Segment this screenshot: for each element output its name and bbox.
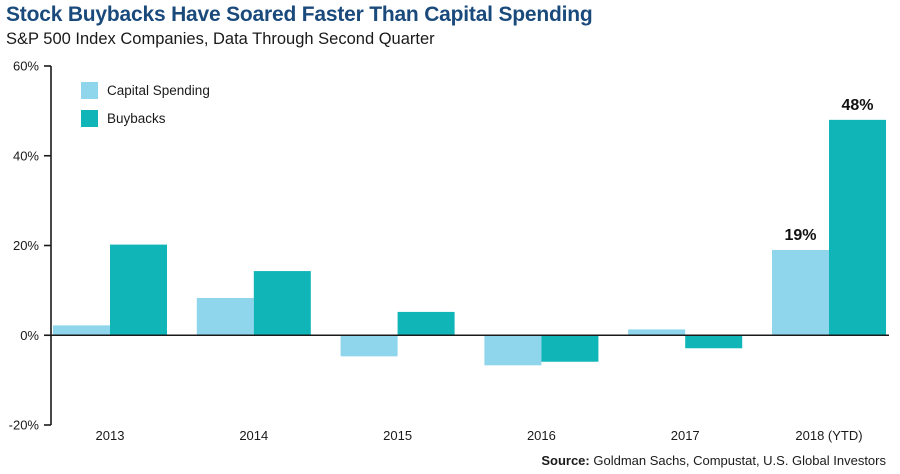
bar-buybacks-2013 <box>110 244 167 336</box>
bar-buybacks-2018-ytd <box>829 119 886 336</box>
bar-capital-spending-2018-ytd <box>772 249 829 336</box>
bar-buybacks-2015 <box>397 311 455 336</box>
labels-group: 2013 2014 2015 2016 2017 2018 (YTD) 19% 48% -20%… <box>9 59 874 444</box>
source-label: Source: <box>541 453 590 468</box>
legend-swatch-buybacks <box>81 109 98 127</box>
source-note: Source: Goldman Sachs, Compustat, U.S. G… <box>541 453 886 468</box>
x-tick-label: 2014 <box>239 428 268 443</box>
data-label: 48% <box>841 97 873 114</box>
chart-title: Stock Buybacks Have Soared Faster Than C… <box>6 3 593 26</box>
legend: Capital Spending Buybacks <box>81 76 210 132</box>
legend-label-capital-spending: Capital Spending <box>107 82 210 98</box>
legend-swatch-capital-spending <box>81 81 98 99</box>
legend-label-buybacks: Buybacks <box>107 110 166 126</box>
bar-capital-spending-2017 <box>628 329 686 336</box>
bar-buybacks-2016 <box>541 335 599 362</box>
y-tick-label: 60% <box>13 59 39 74</box>
bar-capital-spending-2015 <box>340 335 398 357</box>
y-tick-label: -20% <box>9 418 40 433</box>
bars-group <box>53 119 886 366</box>
axes-group <box>44 65 889 426</box>
legend-item-buybacks: Buybacks <box>81 104 210 132</box>
data-label: 19% <box>784 227 816 244</box>
x-tick-label: 2018 (YTD) <box>795 428 862 443</box>
x-tick-label: 2017 <box>671 428 700 443</box>
y-tick-label: 0% <box>20 328 39 343</box>
y-tick-label: 20% <box>13 238 39 253</box>
bar-capital-spending-2014 <box>196 298 254 336</box>
x-tick-label: 2013 <box>96 428 125 443</box>
x-tick-label: 2015 <box>383 428 412 443</box>
x-tick-label: 2016 <box>527 428 556 443</box>
bar-capital-spending-2013 <box>53 325 110 336</box>
bar-buybacks-2017 <box>685 335 743 349</box>
source-text: Goldman Sachs, Compustat, U.S. Global In… <box>589 453 886 468</box>
legend-item-capital-spending: Capital Spending <box>81 76 210 104</box>
y-tick-label: 40% <box>13 148 39 163</box>
chart-subtitle: S&P 500 Index Companies, Data Through Se… <box>6 30 435 48</box>
bar-buybacks-2014 <box>253 271 311 336</box>
bar-capital-spending-2016 <box>484 335 542 366</box>
